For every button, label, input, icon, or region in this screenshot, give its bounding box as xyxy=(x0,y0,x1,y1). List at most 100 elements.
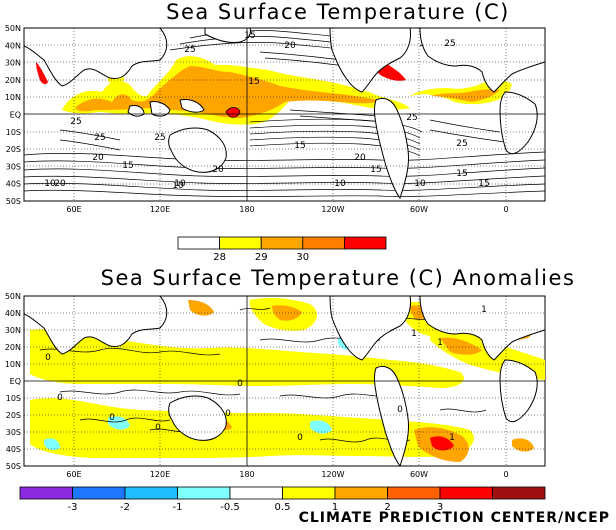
sst-lon-labels: 60E 120E 180 120W 60W 0 xyxy=(66,205,508,214)
lat-label: 10S xyxy=(6,394,21,403)
lon-label: 60E xyxy=(66,470,81,479)
colorbar-swatch xyxy=(439,486,493,500)
colorbar-swatch xyxy=(177,236,220,250)
lat-label: EQ xyxy=(10,377,21,386)
lon-label: 120W xyxy=(321,205,344,214)
lon-label: 60E xyxy=(66,205,81,214)
contour-label: 10 xyxy=(172,181,184,191)
contour-label: 20 xyxy=(54,179,66,189)
sst-anomaly-title: Sea Surface Temperature (C) Anomalies xyxy=(100,266,576,290)
lat-label: 50N xyxy=(5,292,21,301)
contour-label: 0 xyxy=(57,393,63,403)
lon-label: 120W xyxy=(321,470,344,479)
contour-label: 0 xyxy=(225,409,231,419)
contour-label: 15 xyxy=(122,161,133,171)
contour-label: 1 xyxy=(481,305,487,315)
contour-label: 20 xyxy=(212,165,224,175)
colorbar-label: 30 xyxy=(296,252,309,263)
colorbar-swatch xyxy=(72,486,126,500)
contour-label: 0 xyxy=(109,413,115,423)
contour-label: 10 xyxy=(44,179,56,189)
contour-label: 25 xyxy=(70,117,81,127)
sst-title: Sea Surface Temperature (C) xyxy=(166,0,510,24)
lat-label: 40N xyxy=(5,41,21,50)
contour-label: 20 xyxy=(354,153,366,163)
lon-label: 180 xyxy=(239,205,254,214)
contour-label: 1 xyxy=(449,433,455,443)
sst-contour-labels: 15 20 25 25 25 15 25 25 20 20 15 15 10 10 10 15 20 20 25 25… xyxy=(44,31,489,191)
contour-label: 0 xyxy=(297,433,303,443)
sst-anomaly-map: 1 1 1 0 0 0 0 0 0 1 0 0 50N 40N 30N 20N 10N EQ 10S 20S 30S 4… xyxy=(5,292,546,479)
anomaly-contour-labels: 1 1 1 0 0 0 0 0 0 1 0 0 xyxy=(45,305,487,443)
lon-label: 120E xyxy=(150,470,170,479)
colorbar-swatch xyxy=(334,486,388,500)
colorbar-swatch xyxy=(229,486,283,500)
contour-label: 25 xyxy=(406,113,417,123)
contour-label: 25 xyxy=(94,133,105,143)
lat-label: 20N xyxy=(5,343,21,352)
contour-label: 1 xyxy=(411,329,417,339)
contour-label: 15 xyxy=(456,169,467,179)
contour-label: 15 xyxy=(478,179,489,189)
footer-credit: CLIMATE PREDICTION CENTER/NCEP xyxy=(298,510,610,526)
contour-label: 0 xyxy=(237,379,243,389)
lat-label: 50S xyxy=(6,462,21,471)
contour-label: 15 xyxy=(248,77,259,87)
contour-label: 0 xyxy=(397,405,403,415)
contour-label: 15 xyxy=(370,165,381,175)
lon-label: 60W xyxy=(410,470,428,479)
sst-lat-labels: 50N 40N 30N 20N 10N EQ 10S 20S 30S 40S 50S xyxy=(5,24,21,206)
lat-label: 30S xyxy=(6,428,21,437)
contour-label: 0 xyxy=(45,353,51,363)
colorbar-label: 29 xyxy=(255,252,268,263)
lon-label: 0 xyxy=(503,470,508,479)
lon-label: 120E xyxy=(150,205,170,214)
colorbar-label: -3 xyxy=(68,502,78,513)
anomaly-lat-labels: 50N 40N 30N 20N 10N EQ 10S 20S 30S 40S 50S xyxy=(5,292,21,471)
colorbar-swatch xyxy=(219,236,262,250)
lon-label: 0 xyxy=(503,205,508,214)
colorbar-swatch xyxy=(260,236,304,250)
colorbar-label: 1 xyxy=(332,502,338,513)
colorbar-label: -1 xyxy=(173,502,183,513)
colorbar-label: 0.5 xyxy=(275,502,291,513)
contour-label: 20 xyxy=(92,153,104,163)
contour-label: 25 xyxy=(444,39,455,49)
colorbar-label: -0.5 xyxy=(220,502,240,513)
contour-label: 10 xyxy=(334,179,346,189)
contour-label: 15 xyxy=(244,31,255,41)
sst-colorbar: 28 29 30 xyxy=(177,236,387,263)
contour-label: 10 xyxy=(174,179,186,189)
lat-label: 10N xyxy=(5,360,21,369)
colorbar-swatch xyxy=(343,236,387,250)
colorbar-swatch xyxy=(19,486,73,500)
contour-label: 20 xyxy=(284,41,296,51)
lat-label: 10S xyxy=(6,128,21,137)
lon-label: 180 xyxy=(239,470,254,479)
colorbar-label: -2 xyxy=(120,502,130,513)
contour-label: 25 xyxy=(456,139,467,149)
sst-map: 15 20 25 25 25 15 25 25 20 20 15 15 10 10 10 15 20 20 25 25… xyxy=(5,24,546,214)
contour-label: 15 xyxy=(294,141,305,151)
colorbar-swatch xyxy=(177,486,231,500)
lat-label: 10N xyxy=(5,93,21,102)
contour-label: 0 xyxy=(155,423,161,433)
lat-label: 20S xyxy=(6,411,21,420)
anomaly-reference-lines xyxy=(24,296,545,466)
lon-label: 60W xyxy=(410,205,428,214)
contour-label: 10 xyxy=(414,179,426,189)
colorbar-label: 2 xyxy=(384,502,390,513)
sst-graticule xyxy=(24,28,545,201)
anomaly-lon-labels: 60E 120E 180 120W 60W 0 xyxy=(66,470,508,479)
colorbar-swatch xyxy=(387,486,441,500)
contour-label: 25 xyxy=(154,133,165,143)
lat-label: 50S xyxy=(6,197,21,206)
lat-label: EQ xyxy=(10,111,21,120)
lat-label: 30N xyxy=(5,59,21,68)
lat-label: 30S xyxy=(6,162,21,171)
anomaly-continent-outlines xyxy=(24,296,545,466)
lat-label: 30N xyxy=(5,326,21,335)
lat-label: 40S xyxy=(6,180,21,189)
sst-reference-lines xyxy=(24,28,545,201)
